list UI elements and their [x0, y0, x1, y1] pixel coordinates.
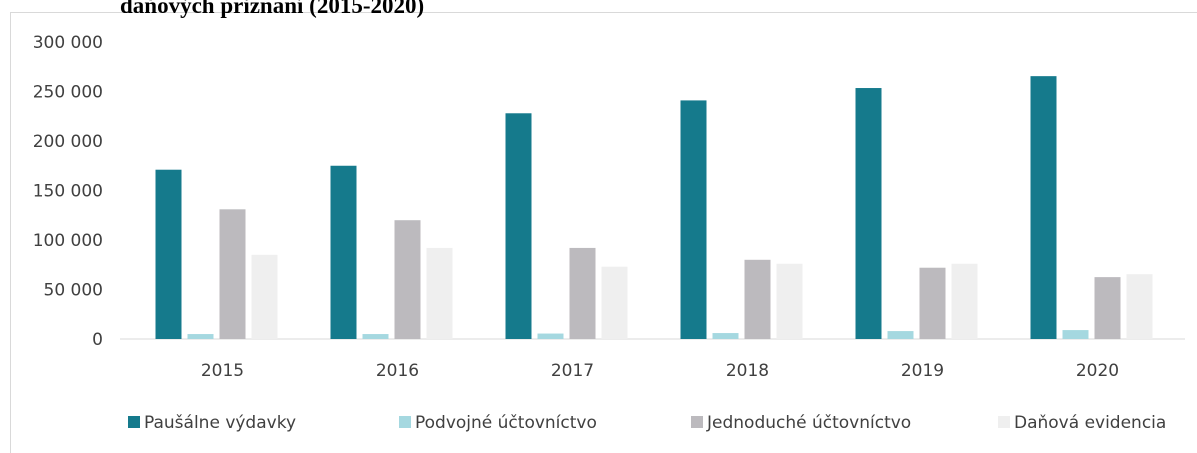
bar [1030, 76, 1057, 339]
bar [776, 263, 803, 339]
bar [744, 259, 771, 339]
bar [919, 267, 946, 339]
legend-swatch [128, 416, 140, 428]
y-tick-label: 300 000 [33, 33, 103, 53]
y-tick-label: 250 000 [33, 83, 103, 103]
bar [394, 220, 421, 339]
bar [601, 266, 628, 339]
chart-title: daňových priznaní (2015-2020) [120, 0, 424, 18]
bar [155, 169, 182, 339]
bar [1062, 330, 1089, 339]
bar [426, 247, 453, 339]
bar [1094, 277, 1121, 339]
legend-label: Paušálne výdavky [144, 413, 296, 433]
bar [887, 331, 914, 339]
bar [855, 88, 882, 339]
bar [1126, 274, 1153, 339]
bar [219, 209, 246, 339]
bar [187, 334, 214, 339]
chart-frame [10, 12, 1197, 453]
x-tick-label: 2019 [901, 361, 944, 381]
bar [712, 333, 739, 339]
legend-swatch [998, 416, 1010, 428]
y-tick-label: 0 [92, 330, 103, 350]
y-tick-label: 200 000 [33, 132, 103, 152]
x-tick-label: 2017 [551, 361, 594, 381]
bar [569, 247, 596, 339]
bar [537, 333, 564, 339]
y-tick-label: 50 000 [44, 281, 103, 301]
legend-label: Daňová evidencia [1014, 413, 1166, 433]
legend-swatch [691, 416, 703, 428]
bar [362, 334, 389, 339]
bar [505, 113, 532, 339]
y-tick-label: 100 000 [33, 231, 103, 251]
y-tick-label: 150 000 [33, 182, 103, 202]
bar [251, 254, 278, 339]
bar [330, 165, 357, 339]
x-tick-label: 2015 [201, 361, 244, 381]
x-tick-label: 2020 [1076, 361, 1119, 381]
x-tick-label: 2018 [726, 361, 769, 381]
legend-label: Jednoduché účtovníctvo [706, 413, 911, 433]
bar [680, 100, 707, 339]
legend-label: Podvojné účtovníctvo [415, 413, 597, 433]
bar [951, 263, 978, 339]
legend-swatch [399, 416, 411, 428]
x-tick-label: 2016 [376, 361, 419, 381]
